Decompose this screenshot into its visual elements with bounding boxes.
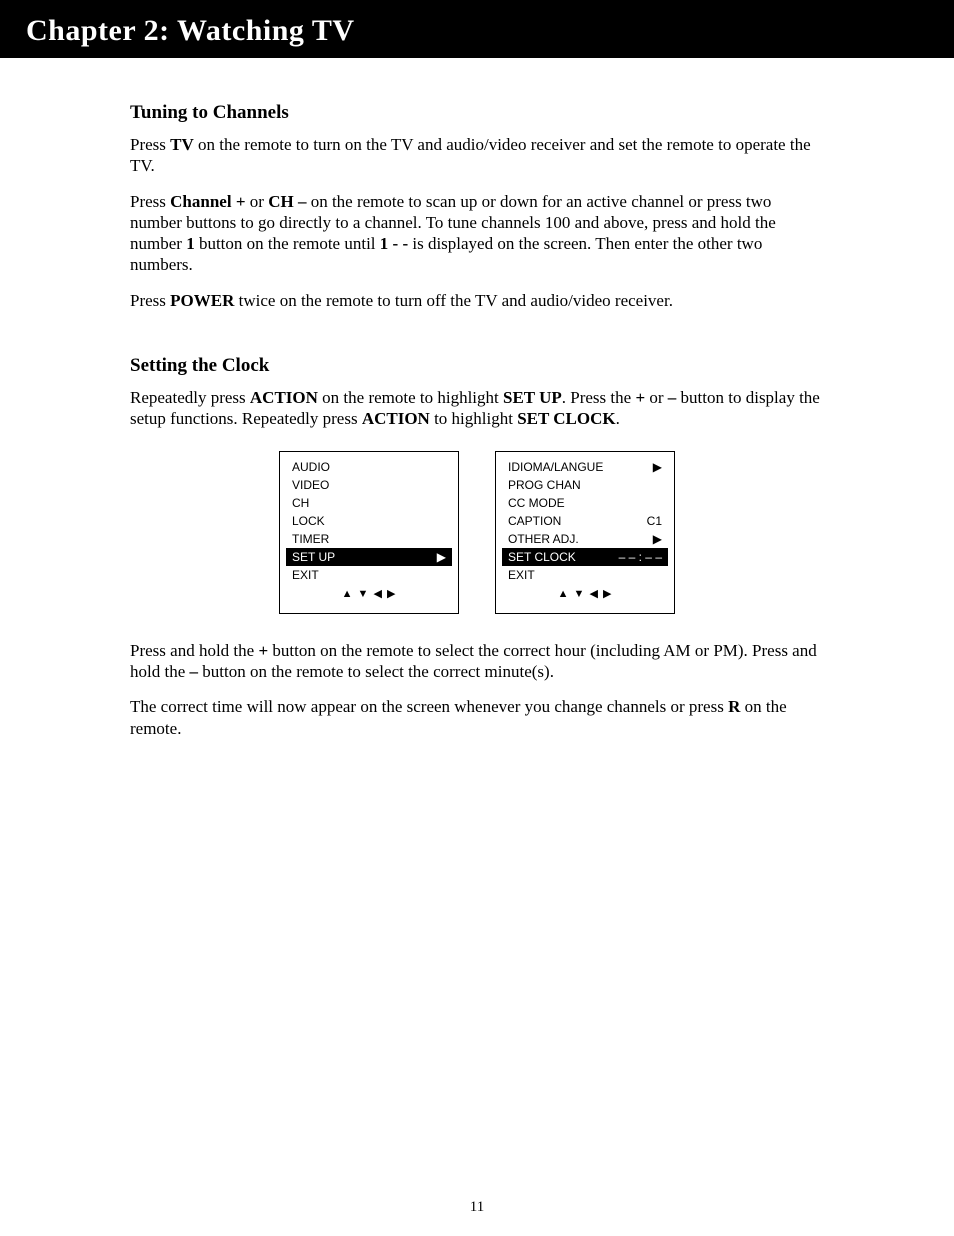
kw-setup: SET UP: [503, 388, 562, 407]
menu-item-setup-highlighted: SET UP▶: [286, 548, 452, 566]
page-number: 11: [130, 1199, 824, 1236]
text: Press and hold the: [130, 641, 258, 660]
kw-action: ACTION: [250, 388, 318, 407]
kw-ch-minus: CH –: [268, 192, 306, 211]
menu-item-ccmode: CC MODE: [506, 494, 664, 512]
kw-tv: TV: [170, 135, 194, 154]
kw-channel-plus: Channel +: [170, 192, 245, 211]
osd-menus: AUDIO VIDEO CH LOCK TIMER SET UP▶ EXIT ▲…: [130, 451, 824, 614]
text: . Press the: [562, 388, 636, 407]
menu-item-language: IDIOMA/LANGUE▶: [506, 458, 664, 476]
text: The correct time will now appear on the …: [130, 697, 728, 716]
section-title-clock: Setting the Clock: [130, 355, 824, 377]
menu-item-exit: EXIT: [290, 566, 448, 584]
text: Press: [130, 291, 170, 310]
text: twice on the remote to turn off the TV a…: [234, 291, 673, 310]
clock-p2: Press and hold the + button on the remot…: [130, 640, 824, 683]
channels-p2: Press Channel + or CH – on the remote to…: [130, 191, 824, 276]
osd-menu-main: AUDIO VIDEO CH LOCK TIMER SET UP▶ EXIT ▲…: [279, 451, 459, 614]
text: .: [616, 409, 620, 428]
text: or: [645, 388, 668, 407]
text: button on the remote to select the corre…: [198, 662, 554, 681]
kw-minus: –: [190, 662, 199, 681]
text: Press: [130, 192, 170, 211]
page-content: Tuning to Channels Press TV on the remot…: [0, 102, 954, 1236]
menu-item-caption: CAPTIONC1: [506, 512, 664, 530]
channels-p3: Press POWER twice on the remote to turn …: [130, 290, 824, 311]
text: to highlight: [430, 409, 517, 428]
text: Press: [130, 135, 170, 154]
kw-setclock: SET CLOCK: [517, 409, 615, 428]
kw-action-2: ACTION: [362, 409, 430, 428]
clock-p3: The correct time will now appear on the …: [130, 696, 824, 739]
osd-menu-setup: IDIOMA/LANGUE▶ PROG CHAN CC MODE CAPTION…: [495, 451, 675, 614]
menu-item-lock: LOCK: [290, 512, 448, 530]
kw-one-dashes: 1 - -: [380, 234, 408, 253]
kw-r: R: [728, 697, 740, 716]
section-title-channels: Tuning to Channels: [130, 102, 824, 124]
kw-plus: +: [258, 641, 268, 660]
menu-item-video: VIDEO: [290, 476, 448, 494]
kw-plus: +: [635, 388, 645, 407]
channels-p1: Press TV on the remote to turn on the TV…: [130, 134, 824, 177]
menu-item-progchan: PROG CHAN: [506, 476, 664, 494]
clock-p1: Repeatedly press ACTION on the remote to…: [130, 387, 824, 430]
menu-item-setclock-highlighted: SET CLOCK– – : – –: [502, 548, 668, 566]
menu-item-ch: CH: [290, 494, 448, 512]
menu-item-timer: TIMER: [290, 530, 448, 548]
menu-arrow-hint: ▲ ▼ ◀ ▶: [290, 586, 448, 603]
chapter-title: Chapter 2: Watching TV: [26, 14, 928, 48]
chapter-banner: Chapter 2: Watching TV: [0, 0, 954, 58]
text: or: [246, 192, 269, 211]
menu-item-otheradj: OTHER ADJ.▶: [506, 530, 664, 548]
text: on the remote to highlight: [318, 388, 503, 407]
text: button on the remote until: [195, 234, 380, 253]
kw-power: POWER: [170, 291, 234, 310]
menu-item-exit: EXIT: [506, 566, 664, 584]
menu-item-audio: AUDIO: [290, 458, 448, 476]
text: Repeatedly press: [130, 388, 250, 407]
menu-arrow-hint: ▲ ▼ ◀ ▶: [506, 586, 664, 603]
kw-one: 1: [186, 234, 195, 253]
text: on the remote to turn on the TV and audi…: [130, 135, 811, 175]
